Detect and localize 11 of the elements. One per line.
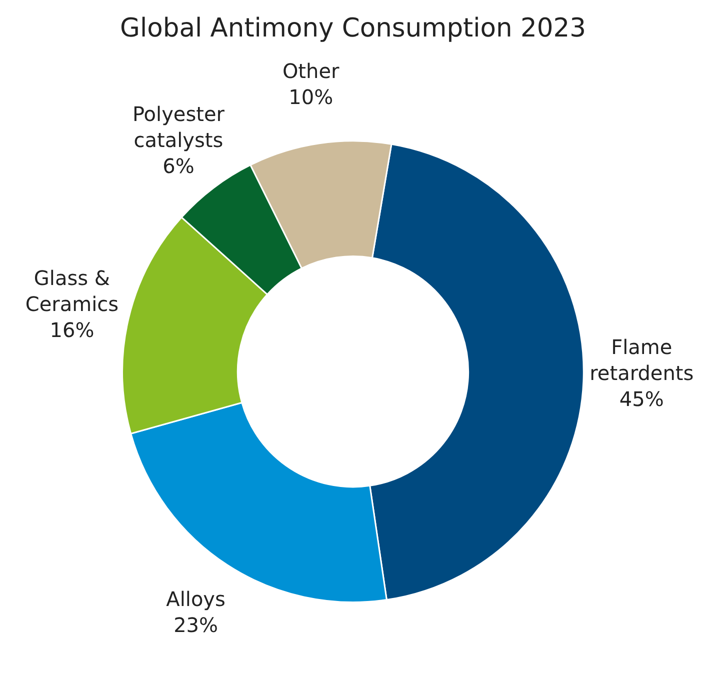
slice-label: Glass & Ceramics [25, 266, 119, 316]
data-label: 23% [174, 612, 218, 637]
slice-label: Other [282, 59, 340, 84]
data-label: 45% [619, 386, 664, 411]
slice-label: Polyester catalysts [132, 102, 226, 152]
chart-title: Global Antimony Consumption 2023 [120, 13, 586, 44]
slice-label: Alloys [166, 586, 226, 611]
data-label: 10% [288, 85, 334, 110]
slice-label: Flame retardents [590, 334, 694, 385]
data-label: 6% [162, 154, 194, 178]
data-label: 16% [50, 318, 94, 342]
